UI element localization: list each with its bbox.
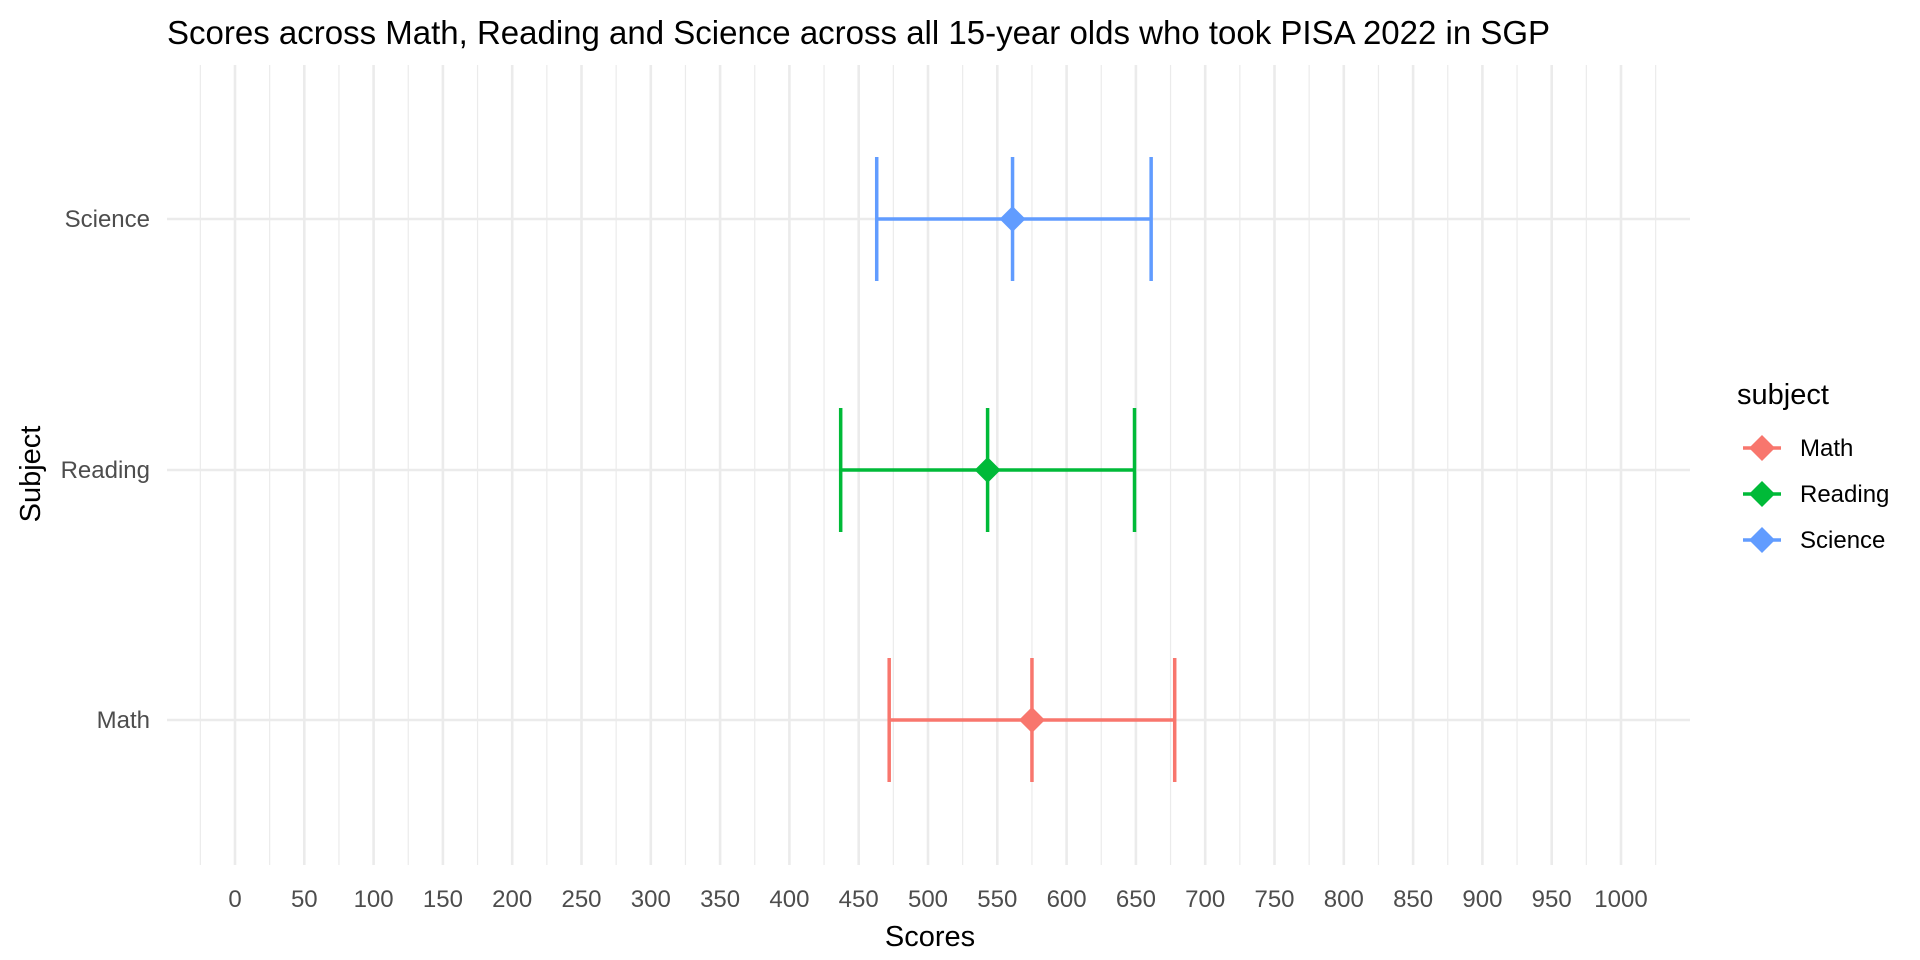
x-tick-label: 100 <box>354 886 394 913</box>
legend-marker <box>1749 435 1775 461</box>
x-tick-label: 1000 <box>1594 886 1647 913</box>
x-tick-label: 700 <box>1185 886 1225 913</box>
legend-key-reading <box>1743 481 1781 507</box>
x-tick-label: 250 <box>561 886 601 913</box>
y-tick-label: Math <box>97 707 150 734</box>
x-tick-label: 450 <box>839 886 879 913</box>
x-tick-label: 500 <box>908 886 948 913</box>
x-tick-label: 850 <box>1393 886 1433 913</box>
legend-label: Reading <box>1800 481 1889 508</box>
mean-point <box>1018 707 1045 733</box>
legend-marker <box>1749 481 1775 507</box>
x-tick-label: 750 <box>1254 886 1294 913</box>
legend-title: subject <box>1737 379 1829 411</box>
legend-label: Math <box>1800 435 1853 462</box>
legend-key-science <box>1743 527 1781 553</box>
legend-key-math <box>1743 435 1781 461</box>
x-axis-title: Scores <box>885 921 975 953</box>
x-tick-label: 0 <box>228 886 241 913</box>
x-tick-label: 400 <box>769 886 809 913</box>
legend-marker <box>1749 527 1775 553</box>
x-tick-label: 200 <box>492 886 532 913</box>
errorbar-reading <box>838 408 1137 532</box>
legend: subject Math Reading Science <box>1737 379 1889 554</box>
errorbar-math <box>887 658 1177 782</box>
x-tick-label: 350 <box>700 886 740 913</box>
x-tick-label: 900 <box>1462 886 1502 913</box>
y-tick-label: Science <box>65 206 150 233</box>
x-tick-label: 300 <box>631 886 671 913</box>
chart-title: Scores across Math, Reading and Science … <box>167 14 1550 51</box>
x-tick-label: 800 <box>1324 886 1364 913</box>
y-tick-label: Reading <box>61 457 150 484</box>
plot-panel: 0 50 100 150 200 250 300 350 400 450 500 550 600 650 7… <box>61 65 1690 913</box>
y-axis-title: Subject <box>15 426 47 523</box>
mean-point <box>974 457 1001 483</box>
x-tick-label: 50 <box>291 886 318 913</box>
legend-label: Science <box>1800 527 1885 554</box>
x-tick-label: 650 <box>1116 886 1156 913</box>
x-tick-label: 600 <box>1047 886 1087 913</box>
errorbar-science <box>874 157 1153 281</box>
x-tick-label: 550 <box>977 886 1017 913</box>
mean-point <box>999 206 1026 232</box>
x-tick-label: 150 <box>423 886 463 913</box>
x-tick-label: 950 <box>1532 886 1572 913</box>
